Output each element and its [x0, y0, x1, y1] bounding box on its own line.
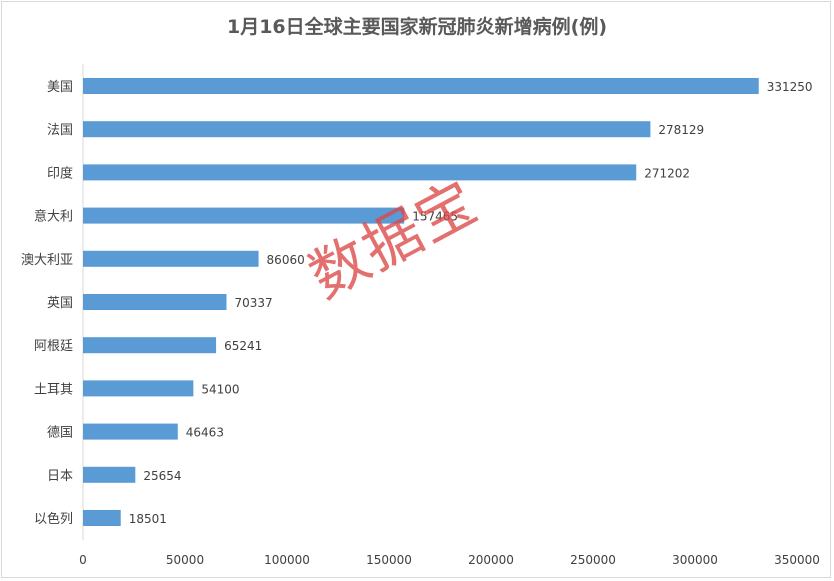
- category-label: 意大利: [34, 209, 73, 225]
- data-label: 271202: [644, 166, 690, 180]
- bar: [83, 337, 217, 354]
- x-tick-label: 300000: [672, 553, 718, 567]
- category-label: 土耳其: [34, 382, 73, 397]
- data-label: 278129: [658, 123, 704, 137]
- x-tick-label: 0: [79, 553, 87, 567]
- data-label: 331250: [767, 80, 813, 94]
- bar: [83, 294, 227, 310]
- x-tick-label: 100000: [264, 553, 310, 567]
- bar: [83, 164, 637, 181]
- category-label: 印度: [47, 165, 73, 181]
- x-tick-label: 250000: [570, 553, 616, 567]
- category-label: 阿根廷: [34, 339, 73, 354]
- bar: [83, 466, 136, 483]
- data-label: 25654: [143, 469, 181, 483]
- x-tick-label: 150000: [366, 553, 412, 567]
- x-tick-label: 50000: [166, 553, 204, 567]
- data-label: 54100: [201, 382, 239, 396]
- bar: [83, 510, 121, 526]
- category-label: 德国: [47, 426, 73, 441]
- chart-title: 1月16日全球主要国家新冠肺炎新增病例(例): [226, 16, 608, 38]
- x-tick-label: 200000: [468, 553, 514, 567]
- data-label: 157465: [412, 210, 458, 224]
- data-label: 46463: [186, 426, 224, 440]
- category-label: 澳大利亚: [21, 252, 73, 268]
- bar: [83, 121, 651, 138]
- category-label: 美国: [47, 80, 73, 95]
- category-label: 日本: [47, 469, 73, 484]
- data-label: 65241: [224, 339, 262, 353]
- data-label: 86060: [267, 253, 305, 267]
- bar: [83, 250, 259, 267]
- category-label: 英国: [47, 296, 73, 311]
- bar: [83, 380, 194, 397]
- x-tick-label: 350000: [774, 553, 820, 567]
- bar: [83, 78, 759, 94]
- bar: [83, 423, 178, 440]
- category-label: 法国: [47, 123, 73, 138]
- bar: [83, 207, 405, 224]
- data-label: 18501: [129, 512, 167, 526]
- category-label: 以色列: [34, 511, 73, 527]
- data-label: 70337: [234, 296, 272, 310]
